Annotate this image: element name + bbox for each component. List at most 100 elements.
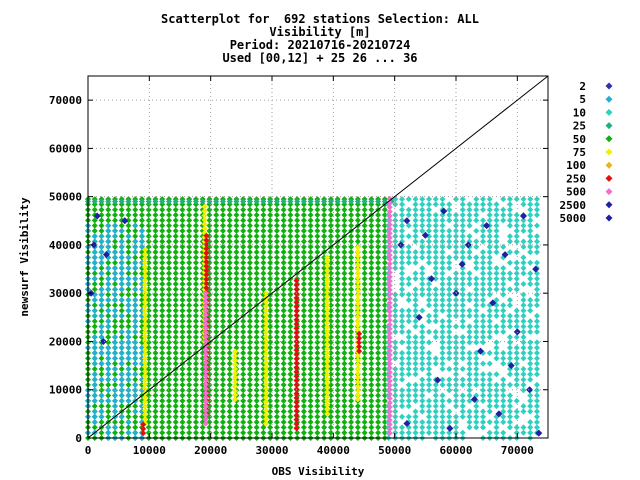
data-point (419, 419, 426, 426)
data-point (334, 419, 341, 426)
data-point (453, 312, 459, 319)
data-point (253, 392, 260, 399)
data-point (314, 339, 321, 346)
data-point (341, 296, 348, 303)
data-point (91, 403, 98, 410)
data-point (213, 275, 220, 282)
data-point (287, 376, 294, 383)
data-point (453, 371, 459, 378)
data-point (307, 323, 314, 330)
data-point (459, 291, 466, 298)
data-point (213, 360, 220, 367)
data-point (314, 429, 321, 436)
data-point (334, 243, 341, 250)
data-point (459, 201, 466, 208)
data-point (324, 310, 331, 317)
data-point (152, 355, 159, 362)
data-point (432, 227, 439, 234)
data-point (533, 212, 540, 219)
data-point (192, 206, 199, 213)
legend-label: 10 (573, 106, 586, 119)
data-point (314, 259, 321, 266)
data-point (334, 429, 341, 436)
data-point (453, 403, 459, 410)
data-point (419, 397, 426, 404)
data-point (253, 249, 260, 256)
data-point (233, 270, 240, 277)
data-point (432, 429, 439, 436)
data-point (165, 339, 172, 346)
data-point (91, 424, 98, 431)
data-point (232, 379, 239, 386)
data-point (125, 408, 132, 415)
data-point (399, 403, 406, 410)
data-point (91, 397, 98, 404)
data-point (232, 374, 239, 381)
data-point (354, 198, 361, 205)
data-point (232, 370, 239, 377)
data-point (314, 249, 321, 256)
region-series-10 (385, 196, 540, 441)
data-point (280, 323, 287, 330)
diagonal-line (87, 75, 549, 439)
data-point (439, 344, 446, 351)
data-point (203, 263, 210, 270)
data-point (192, 259, 199, 266)
data-point (381, 206, 388, 213)
data-point (361, 339, 368, 346)
data-point (405, 381, 412, 388)
data-point (118, 198, 125, 205)
data-point (165, 328, 172, 335)
data-point (246, 275, 253, 282)
data-point (459, 381, 466, 388)
data-point (348, 198, 355, 205)
data-point (392, 302, 399, 309)
data-point (479, 249, 486, 256)
data-point (479, 265, 486, 272)
data-point (226, 270, 233, 277)
data-point (426, 355, 433, 362)
data-point (386, 304, 393, 311)
data-point (479, 196, 486, 203)
data-point (419, 249, 426, 256)
data-point (506, 419, 513, 426)
data-point (307, 249, 314, 256)
data-point (405, 334, 412, 341)
data-point (273, 403, 280, 410)
data-point (142, 407, 149, 414)
data-point (219, 381, 226, 388)
data-point (260, 222, 267, 229)
data-point (226, 413, 233, 420)
data-point (213, 312, 220, 319)
data-point (459, 429, 466, 436)
data-point (294, 206, 301, 213)
data-point (105, 212, 112, 219)
data-point (493, 429, 500, 436)
data-point (152, 312, 159, 319)
data-point (287, 249, 294, 256)
data-point (361, 302, 368, 309)
data-point (446, 408, 453, 415)
data-point (386, 351, 393, 358)
data-point (246, 265, 253, 272)
data-point (375, 312, 382, 319)
data-point (426, 387, 433, 394)
data-point (446, 334, 453, 341)
data-point (273, 328, 280, 335)
data-point (125, 254, 132, 261)
data-point (192, 371, 199, 378)
data-point (233, 254, 240, 261)
data-point (300, 296, 307, 303)
data-point (506, 344, 513, 351)
data-point (361, 281, 368, 288)
data-point (500, 323, 507, 330)
data-point (233, 206, 240, 213)
data-point (533, 281, 540, 288)
data-point (152, 275, 159, 282)
data-point (439, 217, 446, 224)
data-point (111, 291, 118, 298)
data-point (506, 275, 513, 282)
data-point (321, 302, 328, 309)
data-point (159, 413, 166, 420)
data-point (172, 286, 179, 293)
